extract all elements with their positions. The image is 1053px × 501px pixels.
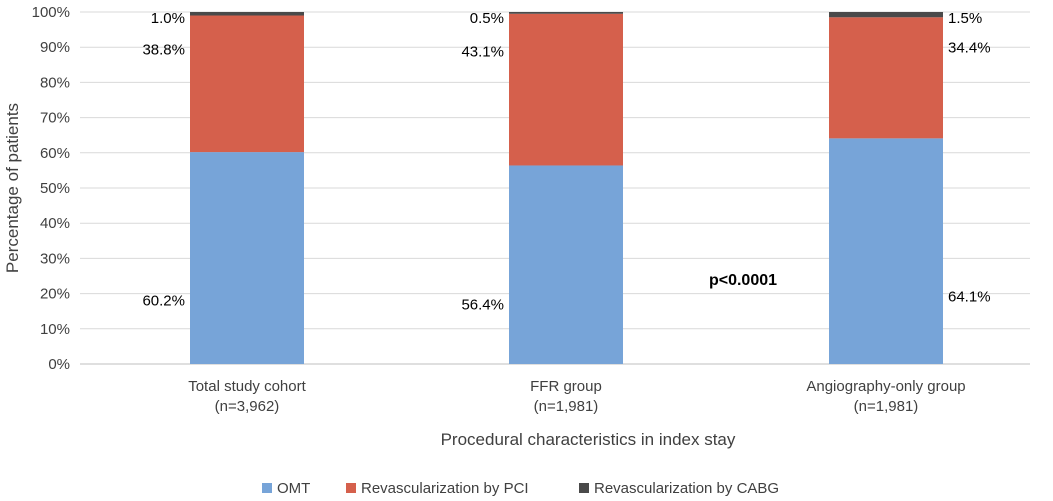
x-tick-label: FFR group [530, 378, 602, 395]
y-tick-label: 20% [40, 286, 70, 303]
p-value-annotation: p<0.0001 [709, 272, 777, 289]
legend-label: OMT [277, 480, 310, 497]
data-label: 1.0% [151, 10, 185, 27]
data-label: 56.4% [461, 296, 504, 313]
x-axis-ticks: Total study cohort (n=3,962) FFR group (n=1… [188, 378, 965, 415]
data-label: 34.4% [948, 40, 991, 57]
bar-segment [829, 12, 943, 18]
y-tick-label: 10% [40, 321, 70, 338]
bar-segment [829, 17, 943, 139]
y-tick-label: 60% [40, 145, 70, 162]
bar-segment [509, 12, 623, 14]
legend-label: Revascularization by CABG [594, 480, 779, 497]
y-axis-ticks: 0% 10% 20% 30% 40% 50% 60% 70% 80% 90% 100% [32, 4, 70, 373]
y-tick-label: 30% [40, 250, 70, 267]
x-tick-label: Angiography-only group [806, 378, 965, 395]
y-tick-label: 40% [40, 215, 70, 232]
y-tick-label: 90% [40, 39, 70, 56]
legend-swatch [262, 483, 272, 493]
x-tick-label: Total study cohort [188, 378, 306, 395]
y-tick-label: 50% [40, 180, 70, 197]
data-label: 60.2% [142, 292, 185, 309]
data-label: 1.5% [948, 10, 982, 27]
bar-segment [829, 138, 943, 364]
data-label: 43.1% [461, 44, 504, 61]
bars [190, 12, 943, 364]
y-tick-label: 0% [48, 356, 70, 373]
data-label: 38.8% [142, 42, 185, 59]
bar-segment [509, 165, 623, 364]
x-tick-label: (n=1,981) [534, 398, 599, 415]
bar-segment [190, 12, 304, 16]
bar-segment [509, 13, 623, 166]
y-tick-label: 80% [40, 74, 70, 91]
data-label: 0.5% [470, 10, 504, 27]
bar-segment [190, 152, 304, 364]
y-tick-label: 100% [32, 4, 70, 21]
bar-segment [190, 15, 304, 153]
legend-swatch [346, 483, 356, 493]
x-tick-label: (n=3,962) [215, 398, 280, 415]
y-tick-label: 70% [40, 110, 70, 127]
legend-label: Revascularization by PCI [361, 480, 529, 497]
data-label: 64.1% [948, 288, 991, 305]
x-tick-label: (n=1,981) [854, 398, 919, 415]
legend-swatch [579, 483, 589, 493]
y-axis-title: Percentage of patients [3, 103, 22, 273]
x-axis-title: Procedural characteristics in index stay [441, 430, 736, 449]
legend: OMT Revascularization by PCI Revasculariza… [262, 480, 779, 497]
data-labels: 60.2% 38.8% 1.0% 56.4% 43.1% 0.5% 64.1% 34.4% 1.… [142, 10, 990, 313]
